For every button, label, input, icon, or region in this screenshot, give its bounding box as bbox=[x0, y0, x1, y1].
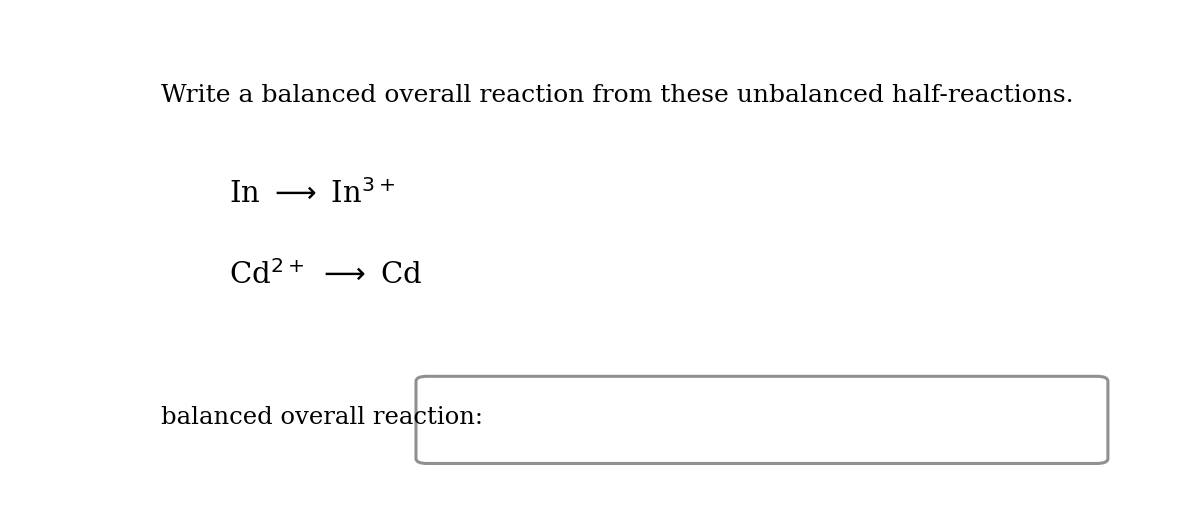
Text: Cd$^{2+}$ $\longrightarrow$ Cd: Cd$^{2+}$ $\longrightarrow$ Cd bbox=[229, 260, 422, 290]
Text: Write a balanced overall reaction from these unbalanced half-reactions.: Write a balanced overall reaction from t… bbox=[161, 84, 1074, 107]
Text: In $\longrightarrow$ In$^{3+}$: In $\longrightarrow$ In$^{3+}$ bbox=[229, 179, 395, 209]
FancyBboxPatch shape bbox=[416, 376, 1108, 463]
Text: balanced overall reaction:: balanced overall reaction: bbox=[161, 406, 484, 430]
